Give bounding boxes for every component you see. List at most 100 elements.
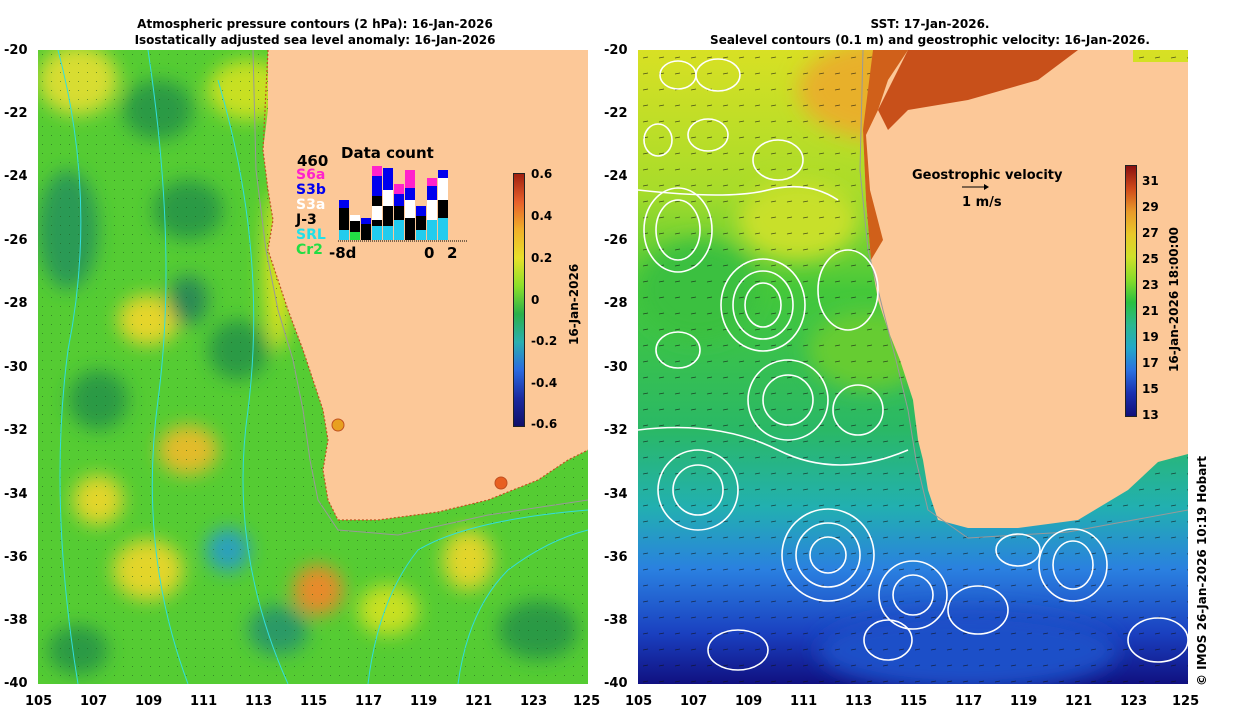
station-marker xyxy=(331,418,345,432)
imos-credit: © IMOS 26-Jan-2026 10:19 Hobart xyxy=(1195,456,1209,686)
mission-j3: J-3 xyxy=(296,212,317,228)
velocity-legend-arrow xyxy=(962,184,989,190)
left-title-line2: Isostatically adjusted sea level anomaly… xyxy=(134,33,496,47)
left-title-line1: Atmospheric pressure contours (2 hPa): 1… xyxy=(137,17,493,31)
lon-tick: 107 xyxy=(80,694,108,709)
lat-tick: -30 xyxy=(4,360,28,375)
lon-tick: 117 xyxy=(955,694,983,709)
left-map-svg xyxy=(38,50,588,684)
right-cb-tick: 15 xyxy=(1142,382,1159,396)
left-cb-tick: 0.4 xyxy=(531,209,553,223)
lon-tick: 115 xyxy=(300,694,328,709)
coastline xyxy=(262,50,588,521)
lon-tick: 111 xyxy=(790,694,818,709)
lat-tick: -36 xyxy=(4,550,28,565)
right-cb-tick: 31 xyxy=(1142,174,1159,188)
warm-sst-north xyxy=(878,50,1078,130)
right-cb-tick: 17 xyxy=(1142,356,1159,370)
right-cb-tick: 13 xyxy=(1142,408,1159,422)
right-cb-tick: 23 xyxy=(1142,278,1159,292)
right-cb-tick: 29 xyxy=(1142,200,1159,214)
right-colorbar-date: 16-Jan-2026 18:00:00 xyxy=(1167,226,1181,372)
lon-tick: 107 xyxy=(680,694,708,709)
left-colorbar-date: 16-Jan-2026 xyxy=(567,263,581,345)
lat-tick: -22 xyxy=(604,106,628,121)
station-marker xyxy=(494,476,508,490)
lat-tick: -24 xyxy=(4,169,28,184)
right-map-svg xyxy=(638,50,1188,684)
warm-sst-coastal xyxy=(863,50,908,260)
mission-s6a: S6a xyxy=(296,167,326,183)
lat-tick: -26 xyxy=(4,233,28,248)
australia-land xyxy=(863,50,1188,528)
right-cb-tick: 25 xyxy=(1142,252,1159,266)
lon-tick: 119 xyxy=(1010,694,1038,709)
lon-tick: 125 xyxy=(1172,694,1200,709)
lat-tick: -20 xyxy=(604,43,628,58)
data-count-histogram xyxy=(338,166,468,242)
lon-tick: 123 xyxy=(520,694,548,709)
lat-tick: -38 xyxy=(4,613,28,628)
left-cb-tick: 0.6 xyxy=(531,167,553,181)
pressure-contours xyxy=(57,50,588,684)
right-title-line1: SST: 17-Jan-2026. xyxy=(870,17,990,31)
australia-land xyxy=(263,50,588,520)
right-map-sst[interactable] xyxy=(638,50,1188,684)
right-cb-tick: 27 xyxy=(1142,226,1159,240)
lon-tick: 113 xyxy=(845,694,873,709)
lon-tick: 121 xyxy=(1065,694,1093,709)
histogram-label-start: -8d xyxy=(329,244,357,262)
left-colorbar xyxy=(513,173,525,427)
lon-tick: 119 xyxy=(410,694,438,709)
shelf-contour xyxy=(252,50,588,536)
lat-tick: -26 xyxy=(604,233,628,248)
right-cb-tick: 19 xyxy=(1142,330,1159,344)
lon-tick: 125 xyxy=(573,694,601,709)
lat-tick: -24 xyxy=(604,169,628,184)
lon-tick: 113 xyxy=(245,694,273,709)
mission-legend: S6a S3b S3a J-3 SRL Cr2 xyxy=(296,168,326,258)
lat-tick: -20 xyxy=(4,43,28,58)
lat-tick: -28 xyxy=(604,296,628,311)
left-cb-tick: -0.2 xyxy=(531,334,558,348)
lat-tick: -32 xyxy=(604,423,628,438)
lat-tick: -32 xyxy=(4,423,28,438)
mission-cr2: Cr2 xyxy=(296,242,323,258)
right-colorbar xyxy=(1125,165,1137,417)
lon-tick: 123 xyxy=(1120,694,1148,709)
histogram-label-end: 2 xyxy=(447,244,458,262)
left-cb-tick: -0.4 xyxy=(531,376,558,390)
lon-tick: 105 xyxy=(625,694,653,709)
right-title-line2: Sealevel contours (0.1 m) and geostrophi… xyxy=(710,33,1150,47)
lon-tick: 121 xyxy=(465,694,493,709)
lat-tick: -22 xyxy=(4,106,28,121)
data-count-max: 460 xyxy=(297,152,329,170)
lat-tick: -28 xyxy=(4,296,28,311)
lon-tick: 109 xyxy=(735,694,763,709)
lat-tick: -36 xyxy=(604,550,628,565)
velocity-legend-scale: 1 m/s xyxy=(962,195,1002,210)
lon-tick: 115 xyxy=(900,694,928,709)
lat-tick: -38 xyxy=(604,613,628,628)
lat-tick: -30 xyxy=(604,360,628,375)
mission-s3b: S3b xyxy=(296,182,326,198)
histogram-label-zero: 0 xyxy=(424,244,435,262)
shelf-contour xyxy=(859,50,1188,539)
lon-tick: 117 xyxy=(355,694,383,709)
data-count-title: Data count xyxy=(341,144,434,162)
histogram-bars xyxy=(339,166,448,240)
right-cb-tick: 21 xyxy=(1142,304,1159,318)
mission-s3a: S3a xyxy=(296,197,326,213)
mission-srl: SRL xyxy=(296,227,326,243)
left-map-sea-level-anomaly[interactable] xyxy=(38,50,588,684)
left-cb-tick: -0.6 xyxy=(531,417,558,431)
lat-tick: -34 xyxy=(4,487,28,502)
lon-tick: 109 xyxy=(135,694,163,709)
velocity-legend-title: Geostrophic velocity xyxy=(912,168,1063,183)
lon-tick: 111 xyxy=(190,694,218,709)
sea-level-contours xyxy=(638,58,1188,671)
left-cb-tick: 0 xyxy=(531,293,540,307)
left-cb-tick: 0.2 xyxy=(531,251,553,265)
lat-tick: -40 xyxy=(604,676,628,691)
lat-tick: -40 xyxy=(4,676,28,691)
